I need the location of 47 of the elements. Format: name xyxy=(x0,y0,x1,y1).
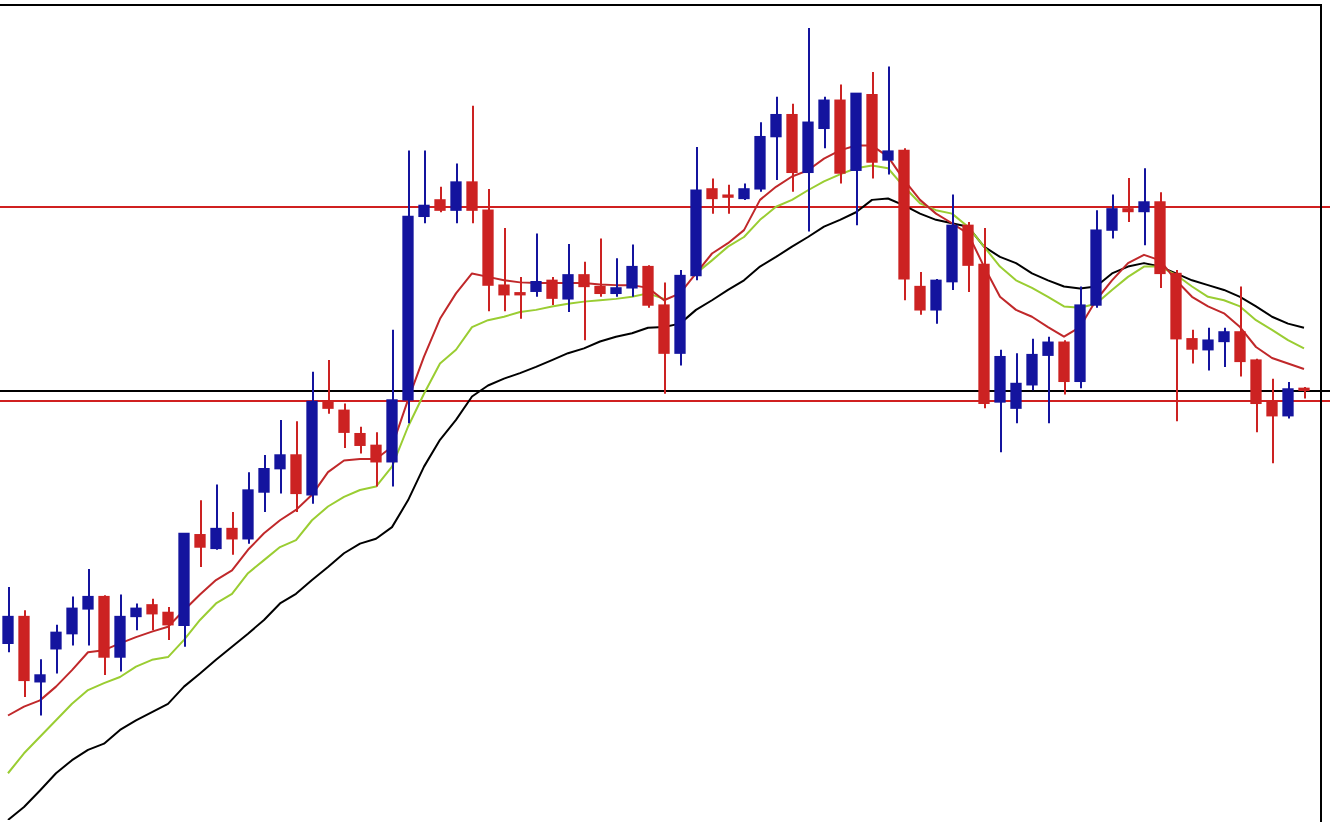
candlestick xyxy=(562,242,574,313)
candlestick xyxy=(994,348,1006,454)
candlestick xyxy=(818,95,830,150)
candlestick xyxy=(514,275,526,320)
candlestick xyxy=(1010,352,1022,425)
candlestick xyxy=(354,425,366,455)
candlestick xyxy=(1202,326,1214,372)
candlestick xyxy=(146,597,158,632)
candlestick xyxy=(914,271,926,316)
candlestick xyxy=(962,220,974,293)
candlestick xyxy=(546,275,558,307)
candlestick xyxy=(1218,326,1230,368)
candlestick xyxy=(226,511,238,556)
candlestick xyxy=(882,65,894,176)
candlestick xyxy=(930,277,942,325)
candlestick xyxy=(578,260,590,342)
candlestick xyxy=(610,257,622,298)
candlestick xyxy=(1058,339,1070,396)
candlestick xyxy=(210,483,222,551)
candlestick xyxy=(1234,285,1246,378)
candlestick xyxy=(1186,328,1198,365)
candlestick xyxy=(370,431,382,488)
candlestick xyxy=(114,593,126,673)
candlestick xyxy=(1106,193,1118,240)
candlestick xyxy=(258,453,270,513)
candlestick xyxy=(626,243,638,298)
candlestick xyxy=(1282,381,1294,420)
candlestick xyxy=(450,162,462,225)
candlestick xyxy=(1042,335,1054,425)
candlestick xyxy=(2,585,14,654)
candlestick xyxy=(642,264,654,309)
candlestick xyxy=(530,232,542,298)
candlestick xyxy=(594,237,606,298)
candlestick xyxy=(498,227,510,313)
candlestick xyxy=(34,658,46,717)
candlestick xyxy=(290,420,302,513)
candlestick xyxy=(82,568,94,647)
candlestick xyxy=(162,605,174,641)
candlestick xyxy=(1026,337,1038,392)
candlestick xyxy=(66,595,78,647)
candlestick xyxy=(194,499,206,568)
candlestick xyxy=(274,418,286,495)
candlestick xyxy=(1138,167,1150,247)
candlestick xyxy=(130,602,142,632)
candlestick xyxy=(418,149,430,225)
candlestick xyxy=(770,95,782,181)
candlestick xyxy=(50,623,62,675)
